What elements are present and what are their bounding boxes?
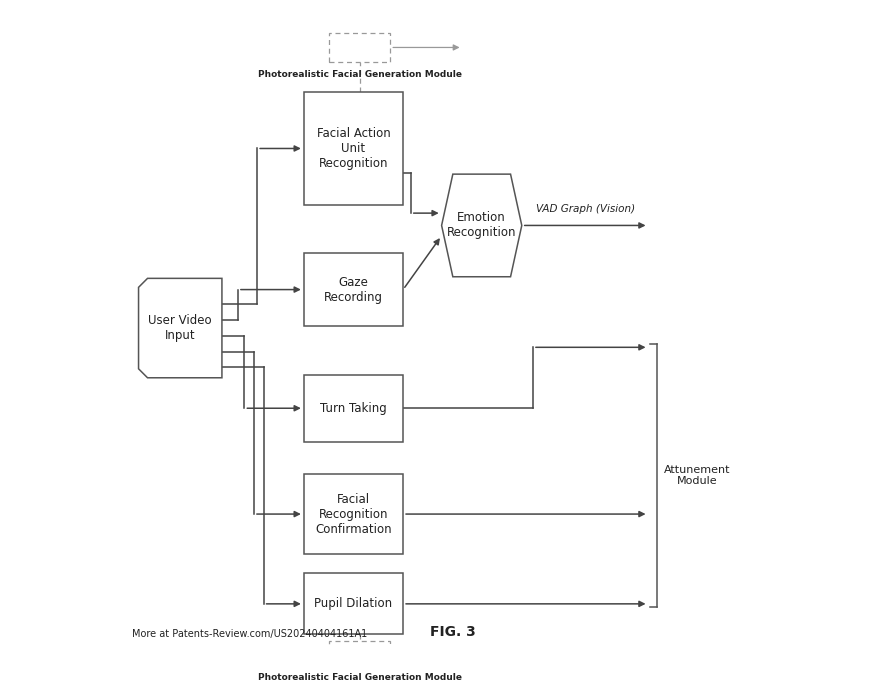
Text: Photorealistic Facial Generation Module: Photorealistic Facial Generation Module — [258, 69, 462, 78]
FancyBboxPatch shape — [304, 474, 403, 554]
Text: Attunement
Module: Attunement Module — [664, 464, 730, 486]
Polygon shape — [138, 279, 222, 378]
Polygon shape — [442, 174, 522, 276]
Text: Turn Taking: Turn Taking — [320, 402, 387, 415]
FancyBboxPatch shape — [329, 33, 391, 62]
FancyBboxPatch shape — [304, 93, 403, 204]
FancyBboxPatch shape — [304, 375, 403, 442]
FancyBboxPatch shape — [304, 573, 403, 634]
FancyBboxPatch shape — [329, 641, 391, 669]
Text: Photorealistic Facial Generation Module: Photorealistic Facial Generation Module — [258, 673, 462, 681]
FancyBboxPatch shape — [304, 253, 403, 326]
Text: Facial
Recognition
Confirmation: Facial Recognition Confirmation — [315, 492, 392, 535]
Text: User Video
Input: User Video Input — [149, 314, 212, 342]
Text: Pupil Dilation: Pupil Dilation — [314, 597, 392, 610]
Text: FIG. 3: FIG. 3 — [430, 625, 476, 639]
Text: Facial Action
Unit
Recognition: Facial Action Unit Recognition — [317, 127, 391, 170]
Text: VAD Graph (Vision): VAD Graph (Vision) — [536, 204, 634, 214]
Text: Emotion
Recognition: Emotion Recognition — [447, 211, 517, 240]
Text: Gaze
Recording: Gaze Recording — [324, 276, 383, 304]
Text: More at Patents-Review.com/US20240404161A1: More at Patents-Review.com/US20240404161… — [132, 629, 367, 639]
